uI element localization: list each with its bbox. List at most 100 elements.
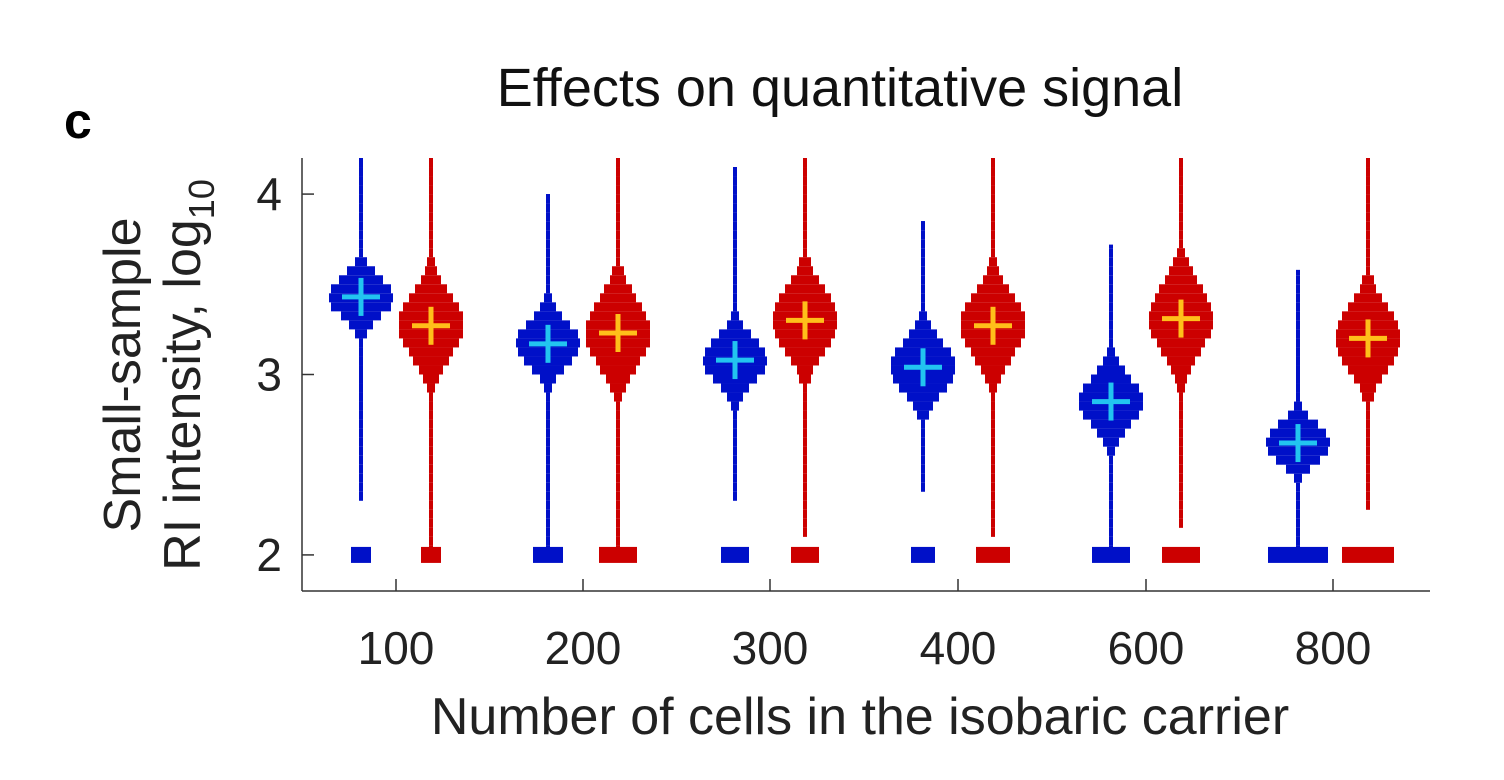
violin-bin <box>1296 338 1300 348</box>
violin-floor-bin <box>533 546 563 563</box>
violin-bin <box>540 302 556 312</box>
violin-bin <box>733 464 737 474</box>
violin-bin <box>1286 464 1310 474</box>
violin-bin <box>983 275 1003 285</box>
violin-bin <box>803 410 807 420</box>
violin-bin <box>546 248 550 258</box>
violin-bin <box>733 185 737 195</box>
violin-bin <box>616 248 620 258</box>
violin-b-600 <box>1149 158 1213 563</box>
violin-a-200 <box>516 194 580 563</box>
violin-bin <box>1179 230 1183 240</box>
chart-title: Effects on quantitative signal <box>497 58 1183 118</box>
violin-a-100 <box>329 158 393 563</box>
violin-bin <box>991 527 995 537</box>
violin-bin <box>1179 176 1183 186</box>
violin-bin <box>429 239 433 249</box>
violin-bin <box>546 446 550 456</box>
violin-b-300 <box>773 158 837 563</box>
violin-bin <box>991 239 995 249</box>
violin-bin <box>991 482 995 492</box>
violin-bin <box>803 221 807 231</box>
violin-bin <box>921 428 925 438</box>
violin-bin <box>544 383 552 393</box>
violin-bin <box>733 410 737 420</box>
violin-bin <box>616 203 620 213</box>
panel-label: c <box>64 93 92 149</box>
violin-bin <box>359 176 363 186</box>
violin-bin <box>1366 257 1370 267</box>
violin-bin <box>546 419 550 429</box>
violin-bin <box>797 266 813 276</box>
violin-a-600 <box>1079 244 1143 563</box>
violin-bin <box>546 266 550 276</box>
violin-bin <box>616 509 620 519</box>
violin-floor-bin <box>351 546 371 563</box>
violin-bin <box>616 176 620 186</box>
violin-bin <box>733 482 737 492</box>
violin-floor-bin <box>421 546 441 563</box>
violin-bin <box>409 293 453 303</box>
violin-bin <box>921 482 925 492</box>
violin-bin <box>733 437 737 447</box>
violin-bin <box>991 185 995 195</box>
plot-area <box>329 158 1400 563</box>
violin-bin <box>803 500 807 510</box>
violin-bin <box>616 239 620 249</box>
violin-bin <box>1366 167 1370 177</box>
violin-bin <box>733 257 737 267</box>
violin-floor-bin <box>791 546 819 563</box>
violin-bin <box>1366 158 1370 168</box>
violin-bin <box>429 518 433 528</box>
violin-bin <box>546 428 550 438</box>
violin-bin <box>1348 302 1388 312</box>
violin-bin <box>616 536 620 546</box>
violin-bin <box>733 275 737 285</box>
violin-bin <box>977 284 1009 294</box>
violin-bin <box>347 266 375 276</box>
violin-bin <box>429 437 433 447</box>
violin-bin <box>991 248 995 258</box>
violin-bin <box>803 464 807 474</box>
violin-bin <box>546 194 550 196</box>
violin-bin <box>355 257 367 267</box>
violin-bin <box>733 194 737 204</box>
violin-bin <box>1366 410 1370 420</box>
violin-bin <box>1179 473 1183 483</box>
violin-bin <box>803 473 807 483</box>
violin-bin <box>616 518 620 528</box>
violin-bin <box>1109 518 1113 528</box>
violin-bin <box>429 410 433 420</box>
violin-bin <box>1109 509 1113 519</box>
violin-bin <box>1296 320 1300 330</box>
violin-bin <box>359 212 363 222</box>
violin-bin <box>1179 464 1183 474</box>
violin-bin <box>921 230 925 240</box>
x-axis-label: Number of cells in the isobaric carrier <box>431 688 1289 746</box>
violin-bin <box>899 383 947 393</box>
violin-bin <box>791 356 819 366</box>
violin-bin <box>359 410 363 420</box>
violin-bin <box>546 536 550 546</box>
violin-bin <box>429 158 433 159</box>
violin-bin <box>546 518 550 528</box>
axes: 2 3 4 100 200 300 400 600 800 <box>256 158 1430 674</box>
violin-bin <box>1179 500 1183 510</box>
violin-bin <box>803 185 807 195</box>
violin-bin <box>803 437 807 447</box>
violin-bin <box>1179 482 1183 492</box>
violin-bin <box>427 383 435 393</box>
violin-bin <box>921 221 925 231</box>
violin-bin <box>799 374 811 384</box>
violin-bin <box>733 230 737 240</box>
violin-bin <box>616 500 620 510</box>
violin-bin <box>1296 482 1300 492</box>
violin-bin <box>991 473 995 483</box>
violin-bin <box>1179 518 1183 528</box>
violin-bin <box>1109 482 1113 492</box>
violin-floor-bin <box>1092 546 1130 563</box>
violin-bin <box>359 455 363 465</box>
violin-bin <box>1109 536 1113 546</box>
violin-bin <box>429 428 433 438</box>
violin-bin <box>1362 392 1374 402</box>
